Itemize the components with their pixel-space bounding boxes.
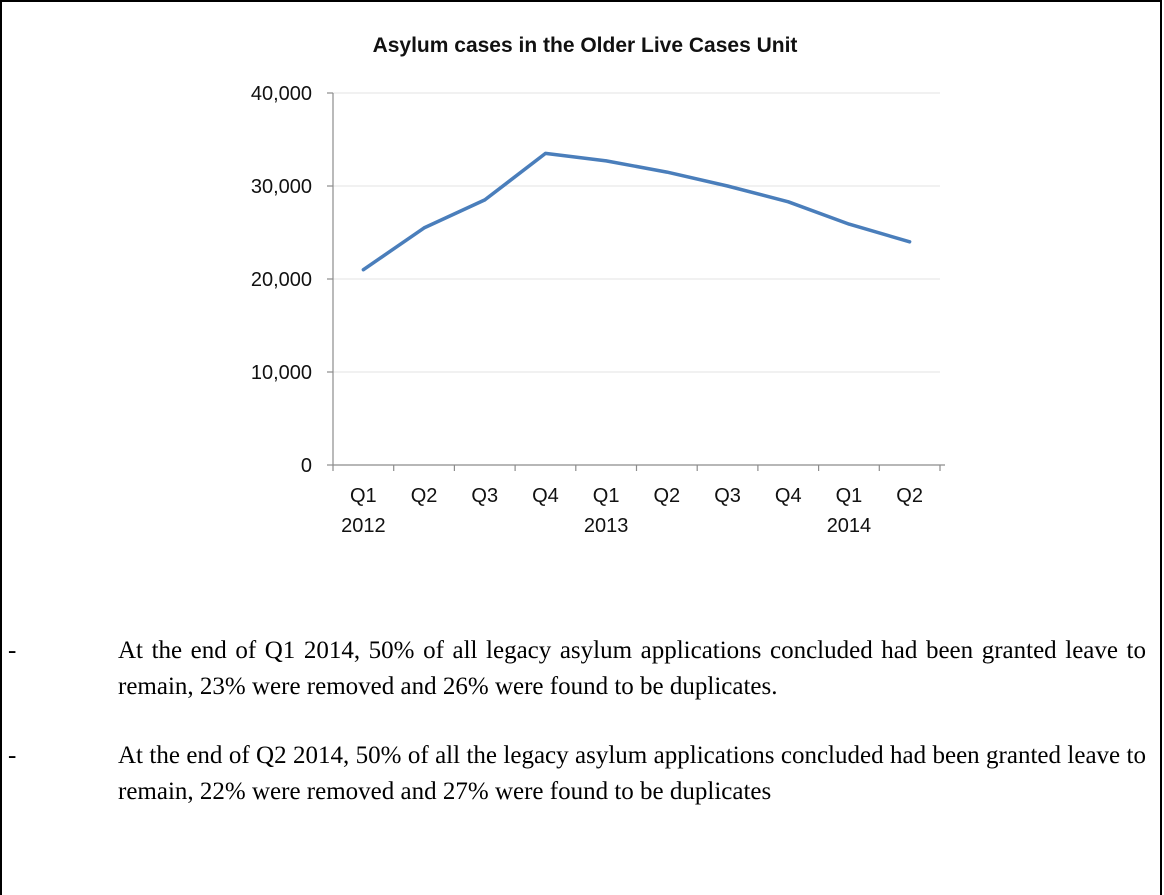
x-tick-label: Q2	[654, 485, 681, 507]
data-point	[665, 170, 669, 174]
bullet-marker: -	[8, 637, 17, 664]
x-year-label: 2012	[341, 515, 386, 537]
y-tick-label: 20,000	[251, 269, 312, 291]
data-point	[908, 240, 912, 244]
data-point	[847, 222, 851, 226]
x-tick-label: Q2	[411, 485, 438, 507]
y-tick-label: 40,000	[251, 83, 312, 105]
line-chart: 0 10,000 20,000 30,000 40,000 Q1 Q2 Q3 Q4 Q1 Q2 Q3 Q…	[251, 83, 945, 537]
x-tick-label: Q1	[350, 485, 377, 507]
data-point	[726, 184, 730, 188]
y-tick-label: 30,000	[251, 176, 312, 198]
x-tick-label: Q4	[532, 485, 559, 507]
chart-title: Asylum cases in the Older Live Cases Uni…	[372, 34, 798, 57]
data-point	[604, 159, 608, 163]
x-tick-label: Q1	[836, 485, 863, 507]
bullet-text: At the end of Q2 2014, 50% of all the le…	[118, 742, 1146, 805]
x-tick-label: Q3	[471, 485, 498, 507]
x-tick-label: Q3	[714, 485, 741, 507]
series-line	[361, 151, 912, 272]
data-point	[543, 151, 547, 155]
x-tick-label: Q4	[775, 485, 802, 507]
bullet-marker: -	[8, 742, 17, 769]
data-point	[361, 268, 365, 272]
data-point	[483, 198, 487, 202]
x-year-label: 2013	[584, 515, 629, 537]
y-tick-label: 10,000	[251, 362, 312, 384]
x-tick-label: Q1	[593, 485, 620, 507]
bullet-text: At the end of Q1 2014, 50% of all legacy…	[118, 637, 1146, 700]
y-tick-label: 0	[301, 455, 312, 477]
data-point	[786, 200, 790, 204]
x-tick-label: Q2	[896, 485, 923, 507]
data-point	[422, 226, 426, 230]
x-year-label: 2014	[827, 515, 872, 537]
